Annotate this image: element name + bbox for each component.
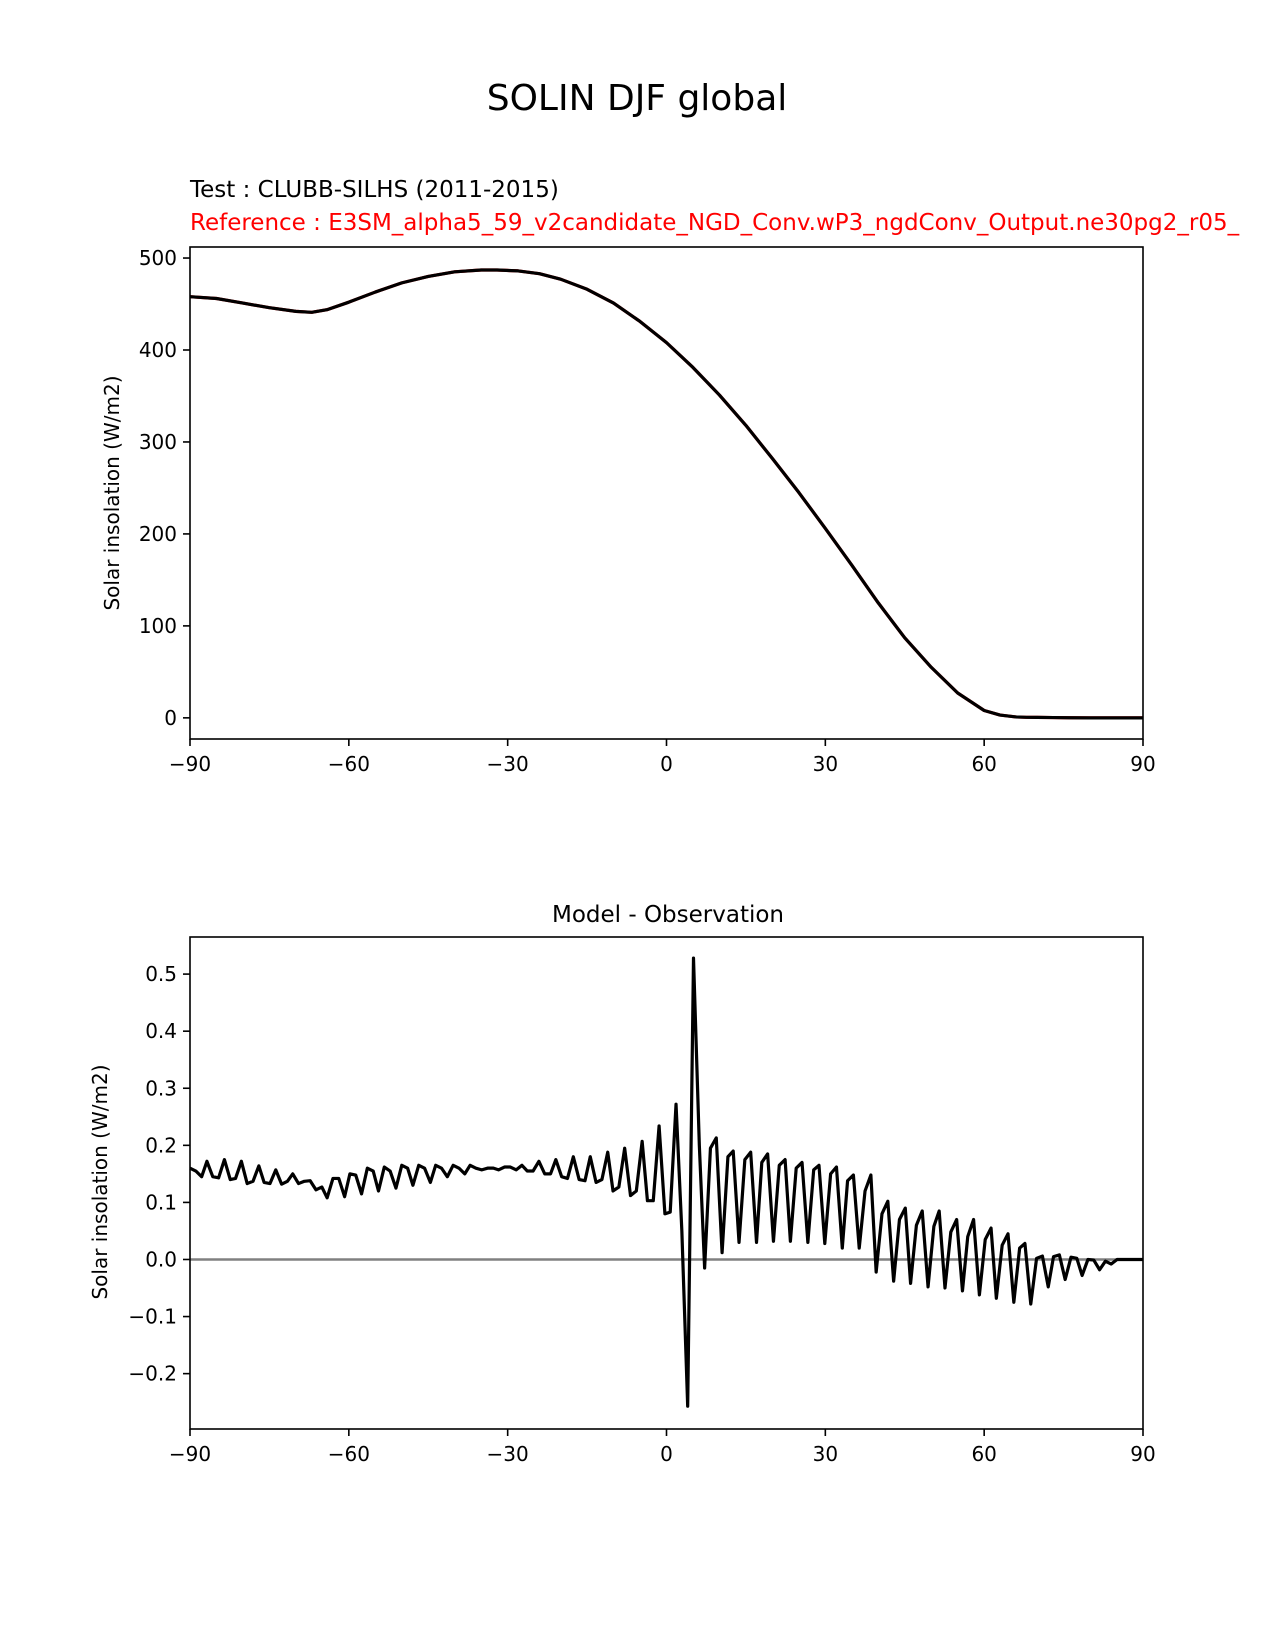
x-tick-label: 90 <box>1130 752 1155 776</box>
x-tick-label: −60 <box>328 752 370 776</box>
y-tick-label: 0.1 <box>145 1190 177 1214</box>
x-tick-label: −90 <box>169 752 211 776</box>
x-tick-label: 60 <box>971 752 996 776</box>
y-axis-label: Solar insolation (W/m2) <box>88 1064 112 1299</box>
x-tick-label: 30 <box>813 1442 838 1466</box>
y-tick-label: 400 <box>139 338 177 362</box>
subtitle-test: Test : CLUBB-SILHS (2011-2015) <box>189 177 559 203</box>
x-tick-label: 60 <box>971 1442 996 1466</box>
series-line-0 <box>189 268 1143 720</box>
series-line-1 <box>189 268 1143 720</box>
y-axis-label: Solar insolation (W/m2) <box>100 375 124 610</box>
y-tick-label: 0.0 <box>145 1247 177 1271</box>
x-tick-label: 0 <box>660 1442 673 1466</box>
y-tick-label: 0.4 <box>145 1019 177 1043</box>
chart-top: Test : CLUBB-SILHS (2011-2015) Reference… <box>100 177 1240 776</box>
y-tick-label: 300 <box>139 430 177 454</box>
y-tick-label: 500 <box>139 246 177 270</box>
x-tick-label: −30 <box>487 1442 529 1466</box>
subtitle-reference: Reference : E3SM_alpha5_59_v2candidate_N… <box>190 210 1240 236</box>
x-tick-label: −30 <box>487 752 529 776</box>
y-tick-label: −0.1 <box>128 1305 177 1329</box>
y-tick-label: 0.2 <box>145 1133 177 1157</box>
y-tick-label: 0.5 <box>145 962 177 986</box>
figure-title: SOLIN DJF global <box>487 78 788 119</box>
x-tick-label: −90 <box>169 1442 211 1466</box>
x-tick-label: 90 <box>1130 1442 1155 1466</box>
y-tick-label: 200 <box>139 522 177 546</box>
chart-bottom: Model - Observation Solar insolation (W/… <box>88 902 1156 1466</box>
y-tick-label: 0.3 <box>145 1076 177 1100</box>
x-tick-label: −60 <box>328 1442 370 1466</box>
x-tick-label: 30 <box>813 752 838 776</box>
chart-title: Model - Observation <box>552 902 784 928</box>
y-tick-label: 0 <box>164 706 177 730</box>
axes-frame <box>189 246 1144 740</box>
series-line-0 <box>189 956 1143 1408</box>
y-tick-label: 100 <box>139 614 177 638</box>
y-tick-label: −0.2 <box>128 1362 177 1386</box>
x-tick-label: 0 <box>660 752 673 776</box>
